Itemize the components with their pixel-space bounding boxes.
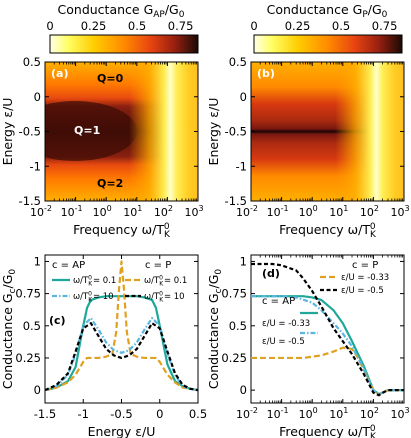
panel-d-label: (d) (262, 267, 280, 280)
colorbar-a: Conductance GAP/G0 0 0.25 0.5 0.75 (46, 2, 199, 54)
colorbar-b-title: Conductance GP/G0 (267, 2, 388, 20)
legend-c-p-entry-2: ω/TK0= 10 (144, 291, 185, 304)
legend-c: c = AP ω/TK0= 0.1 ω/TK0= 10 c = P ω/TK0=… (52, 260, 187, 304)
chart-d-series-p_dash_black (251, 262, 404, 397)
axis-b-ytick-label: -1 (236, 159, 247, 173)
axis-b-ytick-label: 0 (240, 90, 247, 104)
axis-b-xtick-label: 102 (360, 204, 379, 219)
colorbar-tick-label: 0.75 (168, 19, 194, 33)
panel-c-label: (c) (49, 314, 66, 327)
axis-b-ytick-label: -1.5 (225, 194, 247, 208)
colorbar-tick-label: 0.25 (285, 19, 311, 33)
axis-d-xtick-label: 10-1 (267, 406, 289, 421)
axis-a-ytick-label: -0.5 (19, 125, 41, 139)
panel-a-label: (a) (51, 67, 68, 80)
legend-c-ap-title: c = AP (52, 260, 85, 271)
colorbar-b-gradient (253, 34, 403, 54)
annotation-q0: Q=0 (97, 72, 124, 85)
axis-d-ytick-label: 1 (240, 254, 247, 268)
axis-c-xtick-label: -0.5 (110, 407, 132, 421)
legend-c-ap-entry-2: ω/TK0= 10 (73, 291, 114, 304)
axis-c-xtick-label: 0.5 (189, 407, 207, 421)
axis-d-xtick-label: 10-2 (236, 406, 258, 421)
legend-d-p-entry-1: ε/U = -0.33 (341, 273, 389, 283)
axis-b-xtick-label: 10-2 (236, 204, 258, 219)
axis-d-xtick-label: 101 (329, 406, 348, 421)
axis-d-ytick-label: 0.5 (229, 319, 247, 333)
axis-d-ytick-label: 0.75 (221, 287, 247, 301)
axis-d-ylabel: Conductance Gc/G0 (206, 269, 224, 390)
chart-c-series-p_dash_orange (44, 260, 199, 392)
legend-c-p-title: c = P (145, 260, 171, 271)
axis-c-xtick-label: 0 (156, 407, 163, 421)
colorbar-a-title: Conductance GAP/G0 (58, 2, 185, 20)
legend-d-p-title: c = P (352, 260, 378, 271)
axis-b-ytick-label: 0.5 (229, 55, 247, 69)
legend-d-ap-entry-1: ε/U = -0.33 (262, 319, 310, 329)
panel-b-label: (b) (257, 67, 275, 80)
axis-a-xtick-label: 101 (123, 204, 142, 219)
annotation-q2: Q=2 (97, 177, 123, 190)
colorbar-tick-label: 0 (46, 19, 53, 33)
axis-d-xtick-label: 100 (299, 406, 318, 421)
axis-b-ytick-label: -0.5 (225, 125, 247, 139)
heatmap-b-fade (251, 62, 404, 201)
axis-b-xtick-label: 10-1 (267, 204, 289, 219)
axis-c-xtick-label: -1 (78, 407, 89, 421)
legend-c-ap-entry-1: ω/TK0= 0.1 (73, 275, 116, 288)
legend-d: c = P ε/U = -0.33 ε/U = -0.5 c = AP ε/U … (262, 260, 389, 347)
axis-a-ytick-label: 0.5 (23, 55, 41, 69)
axis-a-xtick-label: 102 (154, 204, 173, 219)
panel-b: (b) 0.5 0 -0.5 -1 -1.510-2 10-1 100 101 102 103 Fr… (206, 55, 410, 240)
axis-d-ytick-label: 0.25 (221, 351, 247, 365)
axis-d-ytick-label: 0 (240, 383, 247, 397)
axis-b-xtick-label: 101 (329, 204, 348, 219)
axis-a-ytick-label: 0 (34, 90, 41, 104)
panel-a: (a) Q=0 Q=1 Q=2 0.5 0 -0.5 -1 -1.510-2 10-1 10… (0, 55, 204, 240)
colorbar-tick-label: 0.5 (332, 19, 350, 33)
legend-d-ap-title: c = AP (262, 296, 295, 307)
axis-a-xlabel: Frequency ω/TK0 (73, 222, 171, 240)
legend-d-p-entry-2: ε/U = -0.5 (341, 286, 384, 296)
axis-a-ylabel: Energy ε/U (0, 98, 15, 166)
axis-c-ytick-label: 0.25 (15, 351, 41, 365)
axis-b-ylabel: Energy ε/U (206, 98, 221, 166)
legend-c-p-entry-1: ω/TK0= 0.1 (144, 275, 187, 288)
heatmap-a-fade (45, 62, 198, 201)
axis-c-xtick-label: -1.5 (34, 407, 56, 421)
chart-c-series-p_dash_black (44, 322, 199, 392)
axis-a-ytick-label: -1 (30, 159, 41, 173)
legend-d-ap-entry-2: ε/U = -0.5 (262, 337, 305, 347)
axis-a-xtick-label: 10-2 (30, 204, 52, 219)
axis-a-ytick-label: -1.5 (19, 194, 41, 208)
axis-a-xtick-label: 10-1 (61, 204, 83, 219)
colorbar-b: Conductance GP/G0 0 0.25 0.5 0.75 (250, 2, 403, 54)
colorbar-tick-label: 0.5 (128, 19, 146, 33)
axis-b-xtick-label: 103 (390, 204, 409, 219)
axis-c-ytick-label: 0.75 (15, 287, 41, 301)
colorbar-tick-label: 0 (250, 19, 257, 33)
annotation-q1: Q=1 (74, 124, 100, 137)
axis-c-ytick-label: 0 (34, 383, 41, 397)
axis-d-xtick-label: 102 (360, 406, 379, 421)
axis-c-ytick-label: 0.5 (23, 319, 41, 333)
colorbar-tick-label: 0.25 (81, 19, 107, 33)
colorbar-tick-label: 0.75 (372, 19, 398, 33)
axis-d-xtick-label: 103 (390, 406, 409, 421)
axis-b-xlabel: Frequency ω/TK0 (279, 222, 377, 240)
axis-d-xlabel: Frequency ω/TK0 (279, 424, 377, 438)
colorbar-a-gradient (49, 34, 199, 54)
axis-c-ytick-label: 1 (34, 254, 41, 268)
panel-d: 0 0.25 0.5 0.75 1 10-2 10-1 100 101 102 103 Frequen… (206, 254, 410, 438)
axis-c-ylabel: Conductance Gc/G0 (0, 269, 18, 390)
axis-b-xtick-label: 100 (299, 204, 318, 219)
axis-c-xlabel: Energy ε/U (88, 424, 156, 438)
axis-a-xtick-label: 103 (184, 204, 203, 219)
axis-a-xtick-label: 100 (93, 204, 112, 219)
panel-c: 0 0.25 0.5 0.75 1 -1.5 -1 -0.5 0 0.5 Energy ε/U Con… (0, 254, 207, 438)
